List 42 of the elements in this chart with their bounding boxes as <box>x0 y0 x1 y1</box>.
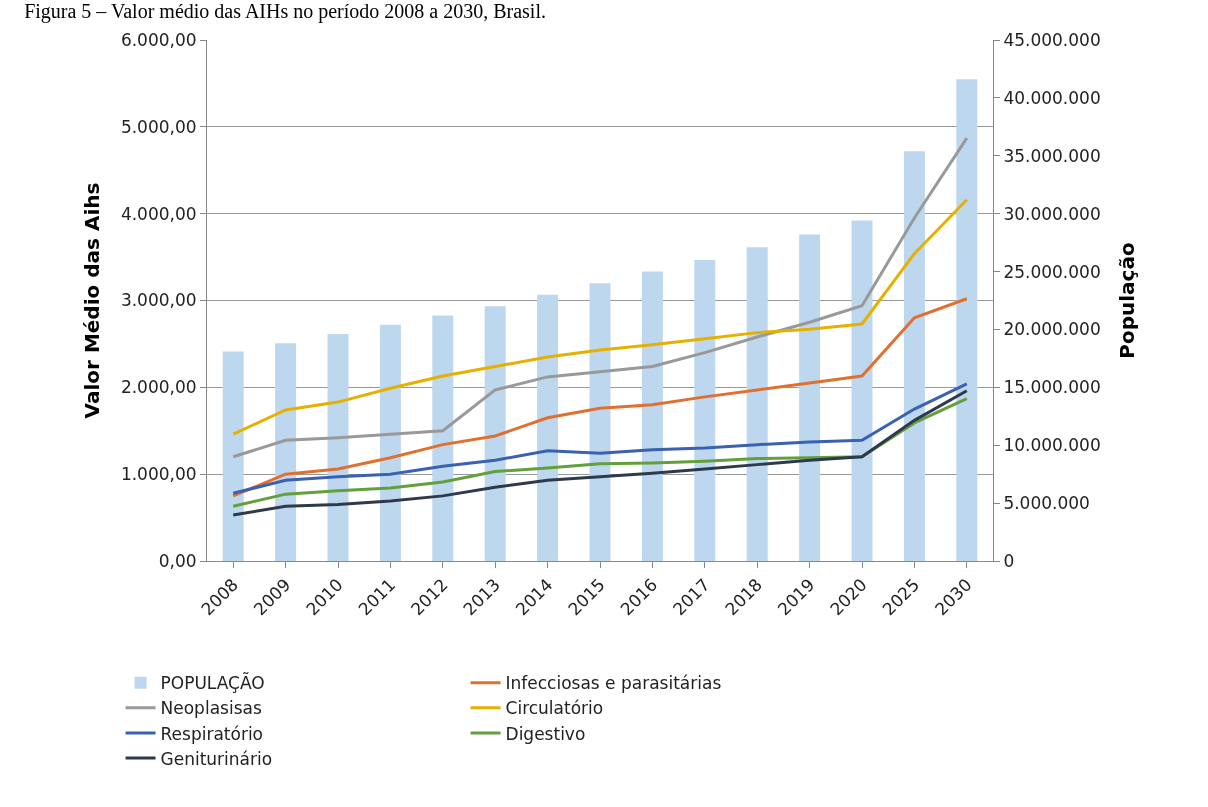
bar <box>799 234 821 561</box>
y-tick-label: 5.000,00 <box>120 116 197 137</box>
bar <box>641 271 663 561</box>
bar <box>484 306 506 561</box>
y2-tick-label: 25.000.000 <box>1003 261 1101 282</box>
bar <box>903 151 925 561</box>
y-tick-label: 2.000,00 <box>120 377 197 398</box>
bar <box>694 259 716 561</box>
y-tick-label: 4.000,00 <box>120 203 197 224</box>
chart-title: Figura 5 – Valor médio das AIHs no período 2008 a 2030, Brasil. <box>24 0 546 24</box>
bar <box>432 315 454 561</box>
line-series <box>231 198 969 436</box>
line-series <box>231 297 969 498</box>
y-tick-label: 6.000,00 <box>120 29 197 50</box>
line-series <box>231 382 969 495</box>
bar <box>222 351 244 561</box>
legend-label: Geniturinário <box>160 748 273 769</box>
legend-label: Digestivo <box>505 723 586 744</box>
y2-tick-label: 35.000.000 <box>1003 145 1101 166</box>
y2-tick-label: 0 <box>1003 550 1015 571</box>
y-axis-title: Valor Médio das Aihs <box>80 182 105 419</box>
legend-label: Neoplasisas <box>160 698 262 719</box>
bar <box>956 79 978 561</box>
y2-tick-label: 20.000.000 <box>1003 319 1101 340</box>
legend-label: POPULAÇÃO <box>160 672 265 694</box>
y2-axis-title: População <box>1115 242 1140 359</box>
y2-tick-label: 5.000.000 <box>1003 493 1090 514</box>
y-tick-label: 1.000,00 <box>120 464 197 485</box>
legend-label: Circulatório <box>505 698 604 719</box>
legend-label: Infecciosas e parasitárias <box>505 673 722 694</box>
bar <box>537 294 559 561</box>
y2-tick-label: 45.000.000 <box>1003 29 1101 50</box>
y2-tick-label: 15.000.000 <box>1003 377 1101 398</box>
y2-tick-label: 10.000.000 <box>1003 435 1101 456</box>
bar <box>851 220 873 561</box>
legend-label: Respiratório <box>160 723 264 744</box>
y2-tick-label: 30.000.000 <box>1003 203 1101 224</box>
bar <box>275 343 297 561</box>
y2-tick-label: 40.000.000 <box>1003 87 1101 108</box>
y-tick-label: 0,00 <box>158 550 197 571</box>
bar <box>746 247 768 561</box>
y-tick-label: 3.000,00 <box>120 290 197 311</box>
